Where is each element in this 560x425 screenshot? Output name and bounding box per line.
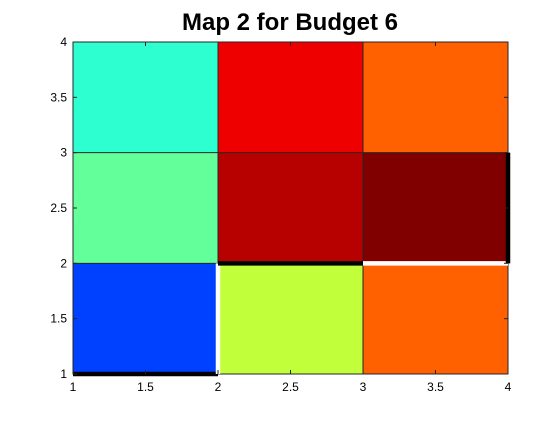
x-tick-label: 1 (70, 380, 77, 394)
y-tick-labels: 1 1.5 2 2.5 3 3.5 4 (50, 35, 67, 381)
x-tick-labels: 1 1.5 2 2.5 3 3.5 4 (70, 380, 512, 394)
heatmap-cell (363, 263, 508, 374)
heatmap-cell (218, 152, 363, 264)
y-tick-label: 4 (60, 35, 67, 49)
x-tick-label: 3.5 (427, 380, 444, 394)
cells-layer (73, 42, 508, 374)
chart-title: Map 2 for Budget 6 (182, 9, 398, 36)
axis-ticks-layer (72, 41, 509, 375)
heatmap-cell (218, 42, 363, 153)
y-tick-label: 1.5 (50, 312, 67, 326)
x-tick-label: 3 (360, 380, 367, 394)
x-tick-label: 2.5 (282, 380, 299, 394)
y-tick-label: 1 (60, 367, 67, 381)
x-tick-label: 4 (505, 380, 512, 394)
y-tick-label: 3 (60, 146, 67, 160)
y-tick-label: 2.5 (50, 201, 67, 215)
heatmap-cell (363, 42, 508, 153)
y-tick-label: 2 (60, 256, 67, 270)
heatmap-cell (73, 42, 218, 153)
x-tick-label: 1.5 (137, 380, 154, 394)
heatmap-cell (363, 152, 508, 264)
y-tick-label: 3.5 (50, 90, 67, 104)
heatmap-cell (73, 263, 218, 374)
x-tick-label: 2 (215, 380, 222, 394)
heatmap-cell (218, 263, 363, 374)
heatmap-cell (73, 152, 218, 264)
